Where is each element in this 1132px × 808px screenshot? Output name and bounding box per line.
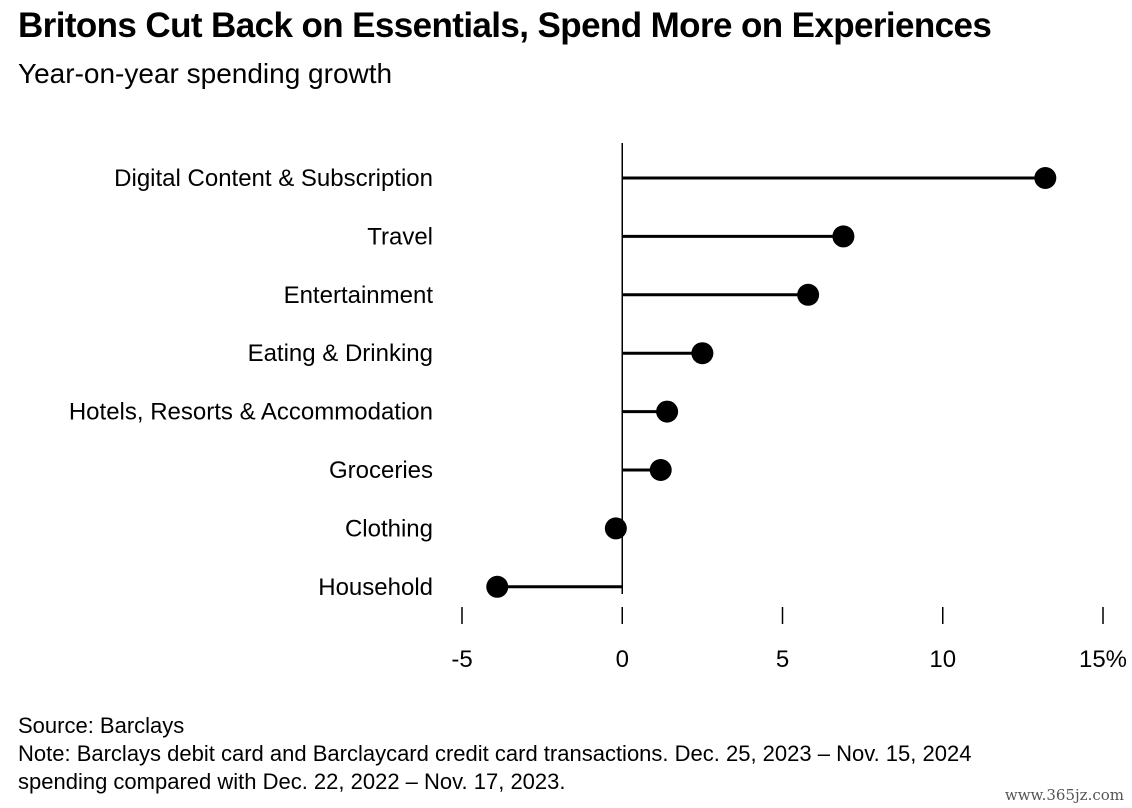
lollipop-chart: Digital Content & Subscription Travel Ente… (69, 143, 1127, 673)
category-label-travel: Travel (367, 223, 433, 250)
category-label-eating-drinking: Eating & Drinking (248, 340, 433, 367)
category-label-hotels-resorts-accommodation: Hotels, Resorts & Accommodation (69, 399, 433, 426)
lollipop-markers (486, 167, 1057, 598)
x-axis-ticks: -5 0 5 10 15% (451, 607, 1127, 673)
x-tick-label: 0 (616, 646, 629, 673)
source-note: Source: Barclays (18, 713, 185, 738)
category-label-household: Household (318, 574, 433, 601)
x-tick-label: 15% (1079, 646, 1127, 673)
category-label-entertainment: Entertainment (284, 282, 434, 309)
chart-subtitle: Year-on-year spending growth (18, 58, 393, 89)
marker-clothing (604, 517, 627, 540)
x-tick-label: -5 (451, 646, 472, 673)
lollipop-stems (497, 176, 1046, 589)
category-labels: Digital Content & Subscription Travel Ente… (69, 165, 433, 601)
x-tick-label: 5 (776, 646, 789, 673)
chart-footer: Source: Barclays Note: Barclays debit ca… (18, 712, 1118, 796)
marker-household (486, 575, 509, 598)
marker-groceries (649, 459, 672, 481)
footnote-line-2: spending compared with Dec. 22, 2022 – N… (18, 769, 566, 794)
watermark-text: www.365jz.com (1004, 786, 1124, 804)
category-label-digital-content-subscription: Digital Content & Subscription (114, 165, 433, 192)
x-tick-label: 10 (929, 646, 956, 673)
chart-title: Britons Cut Back on Essentials, Spend Mo… (18, 6, 992, 45)
category-label-groceries: Groceries (329, 457, 433, 484)
marker-eating-drinking (691, 342, 714, 365)
marker-travel (832, 225, 855, 248)
marker-entertainment (797, 283, 820, 306)
marker-hotels-resorts-accommodation (656, 400, 679, 423)
marker-digital-content-subscription (1034, 167, 1057, 189)
footnote-line-1: Note: Barclays debit card and Barclaycar… (18, 741, 972, 766)
category-label-clothing: Clothing (345, 515, 433, 542)
